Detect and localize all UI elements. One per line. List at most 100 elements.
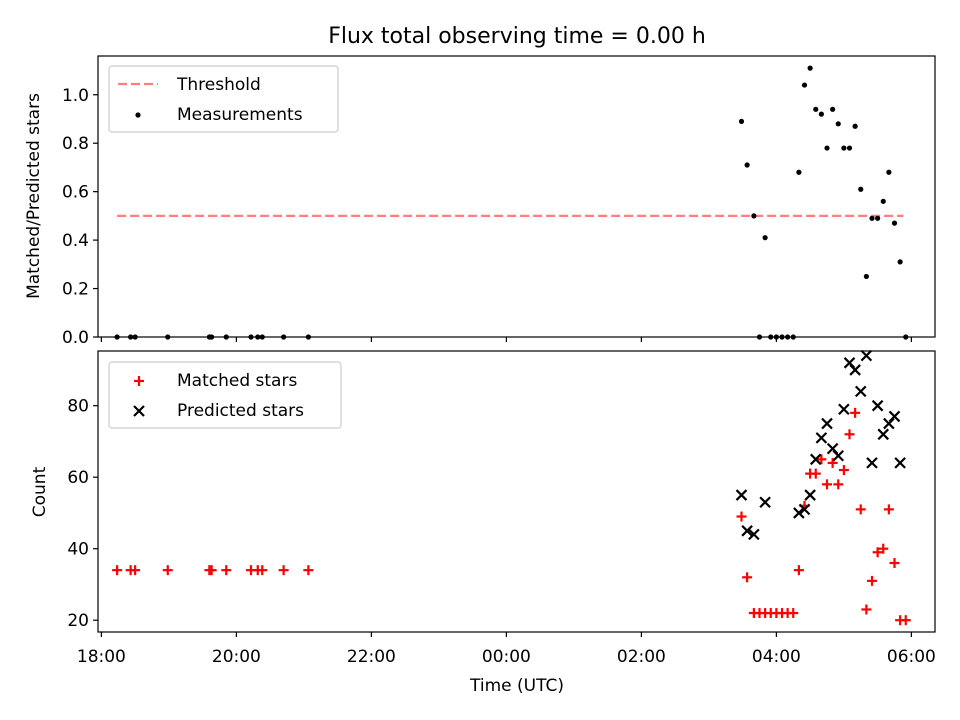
predicted-star-point <box>894 457 906 469</box>
predicted-star-point <box>804 489 816 501</box>
legend-plus-marker <box>134 376 144 386</box>
matched-star-point <box>130 565 141 576</box>
legend-measurements-label: Measurements <box>177 105 303 125</box>
predicted-star-point <box>854 385 867 398</box>
measurement-point <box>852 123 858 129</box>
bottom-x-tick-label: 20:00 <box>212 647 261 667</box>
predicted-star-point <box>838 403 850 416</box>
top-y-axis-label: Matched/Predicted stars <box>24 93 44 299</box>
top-y-tick-label: 0.2 <box>62 280 89 300</box>
matched-star-point <box>861 604 872 615</box>
predicted-star-point <box>735 489 748 501</box>
measurement-point <box>863 273 869 280</box>
predicted-star-point <box>809 453 822 466</box>
top-plot-frame <box>97 55 936 338</box>
matched-star-point <box>816 454 827 465</box>
bottom-y-axis: 20 40 60 80 <box>67 397 98 631</box>
predicted-star-point <box>888 410 901 423</box>
bottom-x-tick-label: 00:00 <box>482 647 531 667</box>
bottom-plot-frame <box>97 350 936 633</box>
predicted-star-point <box>821 417 833 430</box>
measurement-point <box>762 235 768 241</box>
measurement-point <box>886 169 892 175</box>
predicted-star-point <box>849 364 861 376</box>
predicted-star-point <box>748 528 760 541</box>
matched-star-point <box>221 565 232 576</box>
measurement-point <box>858 186 864 192</box>
bottom-y-tick-label: 80 <box>67 397 89 417</box>
bottom-panel: 20 40 60 80 18:00 20:00 22:00 00:00 02:00 04:00 0… <box>30 349 936 696</box>
measurement-point <box>744 162 750 168</box>
top-y-tick-label: 0.6 <box>62 183 89 203</box>
bottom-x-tick-label: 06:00 <box>887 647 936 667</box>
matched-star-point <box>257 565 268 576</box>
predicted-star-point <box>832 449 845 462</box>
measurement-point <box>796 169 802 175</box>
measurement-point <box>801 82 808 88</box>
matched-star-point <box>278 565 289 576</box>
matched-star-point <box>872 547 883 558</box>
matched-star-point <box>883 504 894 515</box>
predicted-star-point <box>793 507 805 519</box>
matched-star-point <box>838 465 849 476</box>
measurement-point <box>830 106 836 112</box>
measurement-point <box>751 213 757 219</box>
measurement-point <box>869 215 875 221</box>
bottom-x-axis: 18:00 20:00 22:00 00:00 02:00 04:00 06:00 <box>77 632 936 667</box>
measurement-point <box>846 145 853 151</box>
matched-star-point <box>844 429 855 440</box>
top-panel: 0.0 0.2 0.4 0.6 0.8 1.0 Matched/Predicted sta… <box>24 55 936 348</box>
x-axis-label: Time (UTC) <box>469 676 564 696</box>
predicted-star-point <box>877 428 890 441</box>
predicted-star-point <box>860 349 873 362</box>
bottom-y-axis-label: Count <box>30 466 50 517</box>
measurement-point <box>824 145 830 151</box>
matched-star-point <box>162 565 173 576</box>
predicted-star-point <box>741 525 753 537</box>
top-y-tick-label: 0.0 <box>62 328 89 348</box>
bottom-y-tick-label: 40 <box>67 540 89 560</box>
matched-star-point <box>822 479 832 490</box>
measurement-point <box>738 118 745 125</box>
matched-star-point <box>303 565 314 576</box>
matched-star-point <box>788 608 799 619</box>
matched-star-point <box>889 558 900 569</box>
matched-stars-series <box>112 407 911 626</box>
matched-star-point <box>736 511 747 522</box>
matched-star-point <box>810 468 821 479</box>
matched-star-point <box>827 457 838 468</box>
measurement-point <box>818 111 824 117</box>
matched-star-point <box>112 565 123 576</box>
predicted-star-point <box>866 457 878 469</box>
predicted-star-point <box>798 503 811 516</box>
top-legend: Threshold Measurements <box>108 65 339 133</box>
matched-star-point <box>878 543 889 554</box>
matched-star-point <box>206 565 217 576</box>
top-y-tick-label: 0.8 <box>62 134 89 154</box>
measurement-point <box>841 145 847 151</box>
measurement-point <box>875 215 881 221</box>
bottom-legend: Matched stars Predicted stars <box>108 361 342 429</box>
measurement-point <box>835 121 841 127</box>
matched-star-point <box>867 575 877 586</box>
measurement-point <box>880 198 886 204</box>
bottom-legend-box <box>108 361 342 429</box>
matched-star-point <box>833 479 844 490</box>
legend-predicted-swatch <box>133 405 145 417</box>
top-y-axis: 0.0 0.2 0.4 0.6 0.8 1.0 <box>62 86 98 348</box>
matched-star-point <box>855 504 866 515</box>
bottom-x-tick-label: 02:00 <box>617 647 666 667</box>
bottom-x-tick-label: 18:00 <box>77 647 126 667</box>
bottom-y-tick-label: 60 <box>67 468 89 488</box>
bottom-x-tick-label: 04:00 <box>752 647 801 667</box>
measurement-point <box>807 65 813 71</box>
measurement-point <box>813 106 819 112</box>
legend-threshold-label: Threshold <box>176 75 261 95</box>
matched-star-point <box>900 615 911 626</box>
legend-predicted-label: Predicted stars <box>177 401 304 421</box>
predicted-stars-series <box>735 349 906 541</box>
bottom-y-tick-label: 20 <box>67 611 89 631</box>
chart-title: Flux total observing time = 0.00 h <box>328 24 706 49</box>
measurement-point <box>897 259 903 265</box>
predicted-star-point <box>871 399 884 412</box>
